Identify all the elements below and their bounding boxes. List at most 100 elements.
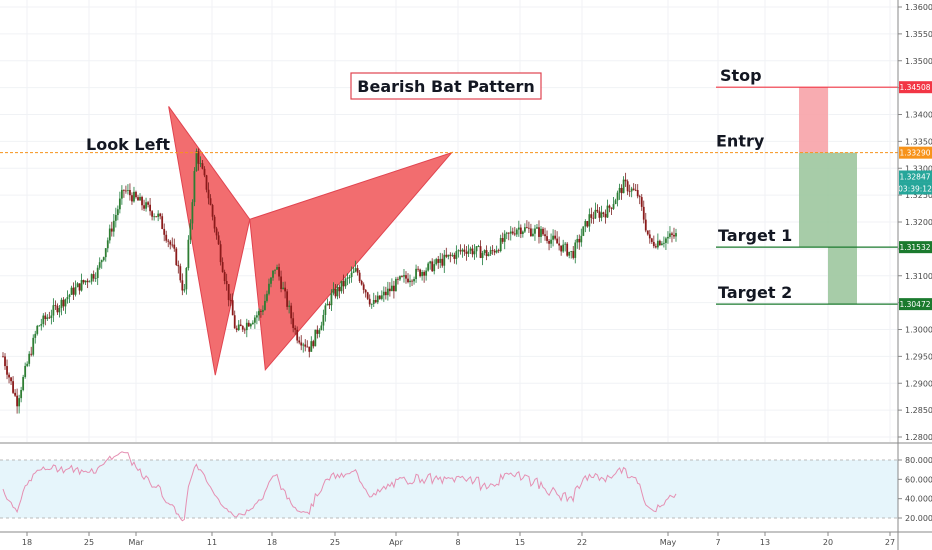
time-tick: 22 xyxy=(577,538,587,547)
candle-body xyxy=(584,221,587,227)
candle-body xyxy=(237,324,240,331)
candle-body xyxy=(179,266,182,281)
candle-body xyxy=(112,220,115,232)
candle-body xyxy=(413,279,415,282)
candle-body xyxy=(104,248,107,258)
candle-body xyxy=(618,187,621,193)
candle-body xyxy=(66,296,69,300)
candle-body xyxy=(251,322,254,325)
candle-body xyxy=(324,305,327,315)
candle-body xyxy=(548,240,550,244)
candle-body xyxy=(219,244,222,263)
candle-body xyxy=(421,271,424,277)
candle-body xyxy=(362,284,365,290)
candle-body xyxy=(28,353,31,364)
candle-body xyxy=(663,242,665,244)
candle-body xyxy=(513,233,516,235)
candle-body xyxy=(628,191,631,193)
time-tick: 7 xyxy=(715,538,720,547)
candle-body xyxy=(231,300,234,316)
candle-body xyxy=(596,209,599,212)
candle-body xyxy=(209,198,212,206)
candle-body xyxy=(278,267,280,277)
candle-body xyxy=(161,216,164,229)
candle-body xyxy=(294,327,297,330)
candle-body xyxy=(598,211,601,218)
candle-body xyxy=(600,212,603,218)
candle-body xyxy=(199,163,202,165)
candle-body xyxy=(76,283,79,288)
candle-body xyxy=(507,232,510,234)
level-labels: Stop Entry Target 1 Target 2 xyxy=(716,66,792,302)
candle-body xyxy=(590,214,593,218)
candle-body xyxy=(276,267,278,270)
time-tick: 20 xyxy=(823,538,833,547)
candle-body xyxy=(98,262,101,268)
candle-body xyxy=(626,181,629,192)
candle-body xyxy=(328,303,331,306)
candle-body xyxy=(574,242,577,258)
candle-body xyxy=(320,325,323,331)
candle-body xyxy=(592,217,595,219)
price-tick: 1.36000 xyxy=(905,3,932,12)
candle-body xyxy=(68,294,71,297)
candle-body xyxy=(296,329,299,341)
candle-body xyxy=(165,234,168,241)
candle-body xyxy=(509,231,512,234)
candle-body xyxy=(92,274,95,279)
candle-body xyxy=(40,324,43,326)
price-tick: 1.29500 xyxy=(905,352,932,361)
time-tick: 15 xyxy=(515,538,525,547)
candle-body xyxy=(312,341,315,347)
candle-body xyxy=(255,315,258,318)
candle-body xyxy=(44,315,47,319)
candle-body xyxy=(52,305,55,316)
candle-body xyxy=(499,238,502,252)
candle-body xyxy=(586,221,589,227)
price-tag-text: 1.30472 xyxy=(899,300,930,309)
candle-body xyxy=(417,268,419,270)
candle-body xyxy=(20,390,23,399)
candle-body xyxy=(133,191,135,202)
candle-body xyxy=(205,175,208,190)
candle-body xyxy=(401,276,403,277)
candle-body xyxy=(495,250,498,253)
rsi-tick: 80.0000 xyxy=(905,456,932,465)
candle-body xyxy=(620,187,623,194)
last-price-tag xyxy=(899,170,932,183)
candle-body xyxy=(217,235,220,245)
countdown-tag-text: 03:39:12 xyxy=(898,184,932,193)
candle-body xyxy=(225,280,228,285)
candle-body xyxy=(532,233,534,237)
price-tag-text: 1.34508 xyxy=(899,83,930,92)
candle-body xyxy=(572,251,575,258)
title-box xyxy=(350,72,542,100)
candle-body xyxy=(558,243,561,246)
candle-body xyxy=(189,223,192,240)
candle-body xyxy=(469,248,472,251)
candle-body xyxy=(32,337,35,355)
candle-body xyxy=(449,254,452,256)
candle-body xyxy=(501,238,504,242)
candle-body xyxy=(640,197,643,207)
candle-body xyxy=(443,254,446,266)
candle-body xyxy=(582,226,585,236)
candle-body xyxy=(84,280,87,283)
candle-body xyxy=(30,353,33,355)
price-tick: 1.32000 xyxy=(905,218,932,227)
candle-body xyxy=(435,259,438,265)
rsi-axis: 80.0000 60.0000 40.0000 20.0000 xyxy=(898,456,932,523)
candle-body xyxy=(280,276,282,289)
candle-body xyxy=(207,189,210,199)
candle-body xyxy=(566,243,569,256)
candle-body xyxy=(648,234,651,239)
candle-body xyxy=(268,283,270,294)
candle-body xyxy=(505,232,508,234)
candle-body xyxy=(12,381,14,393)
candle-body xyxy=(475,246,478,252)
candle-body xyxy=(491,250,494,251)
level-label: Target 1 xyxy=(718,226,792,245)
candle-body xyxy=(14,392,16,396)
target1-zone xyxy=(799,152,828,248)
candle-body xyxy=(638,196,641,198)
